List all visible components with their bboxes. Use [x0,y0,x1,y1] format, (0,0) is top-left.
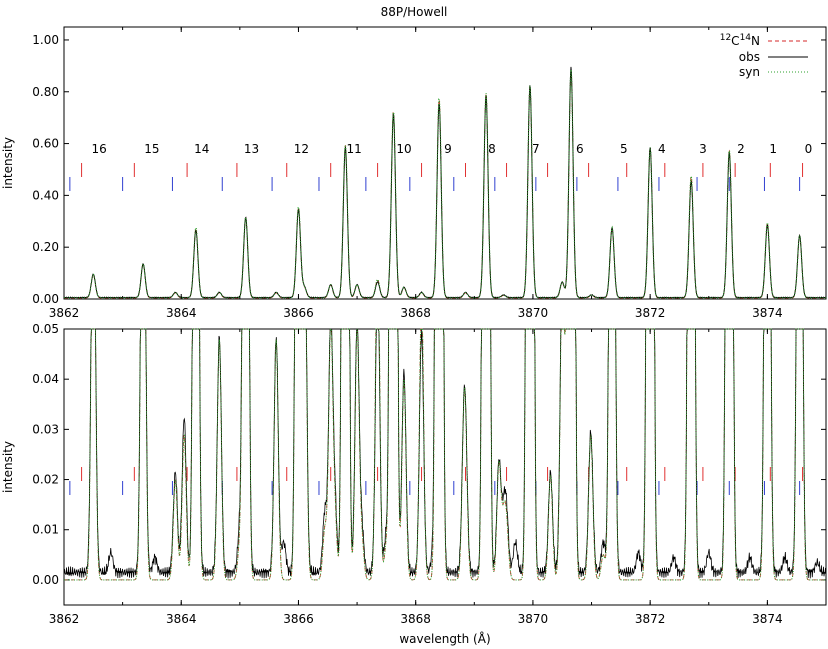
bottom-obs-line [63,328,827,579]
bottom-y-tick-label: 0.03 [32,422,59,436]
line-number-label: 4 [658,142,666,156]
bottom-y-tick-label: 0.05 [32,322,59,336]
top-x-tick-label: 3874 [752,306,783,320]
top-syn-overlay [64,69,826,299]
legend: 12C14N obs syn [720,33,808,79]
bottom-plot-frame [63,328,827,606]
bottom-y-tick-label: 0.00 [32,573,59,587]
top-y-tick-label: 0.00 [32,292,59,306]
bottom-series [63,328,827,581]
line-number-label: 1 [769,142,777,156]
top-line-markers [69,163,804,191]
bottom-y-tick-label: 0.01 [32,523,59,537]
bottom-x-tick-label: 3874 [752,612,783,626]
bottom-syn-line [64,328,826,581]
bottom-x-tick-label: 3870 [518,612,549,626]
line-number-label: 3 [699,142,707,156]
bottom-x-tick-label: 3868 [400,612,431,626]
line-number-label: 7 [532,142,540,156]
top-syn-line [64,69,826,299]
bottom-axis-ticks: 3862 3864 3866 3868 3870 3872 3874 0.00 0.01 0.02… [32,322,827,626]
top-plot-frame [63,26,827,300]
top-x-tick-label: 3866 [283,306,314,320]
line-number-label: 14 [194,142,209,156]
line-number-label: 9 [444,142,452,156]
top-axis-ticks: 3862 3864 3866 3868 3870 3872 38740.000.200.40… [32,27,827,320]
x-axis-label: wavelength (Å) [399,631,490,646]
chart-title: 88P/Howell [381,5,448,19]
top-y-axis-label: intensity [1,137,15,189]
bottom-x-tick-label: 3872 [635,612,666,626]
line-number-label: 6 [576,142,584,156]
bottom-y-tick-label: 0.02 [32,473,59,487]
top-y-tick-label: 0.40 [32,188,59,202]
bottom-y-tick-label: 0.04 [32,372,59,386]
top-y-tick-label: 0.80 [32,85,59,99]
line-number-label: 11 [347,142,362,156]
bottom-line-markers [69,467,804,495]
top-x-tick-label: 3870 [518,306,549,320]
line-number-label: 5 [620,142,628,156]
top-x-tick-label: 3872 [635,306,666,320]
bottom-x-tick-label: 3866 [283,612,314,626]
top-y-tick-label: 0.20 [32,240,59,254]
top-x-tick-label: 3864 [166,306,197,320]
line-number-label: 12 [294,142,309,156]
bottom-x-tick-label: 3864 [166,612,197,626]
top-x-tick-label: 3868 [400,306,431,320]
top-x-tick-label: 3862 [49,306,80,320]
top-obs-line [63,66,827,299]
line-number-label: 0 [805,142,813,156]
bottom-y-axis-label: intensity [1,441,15,493]
top-cn-line [64,70,826,299]
legend-entry-cn: 12C14N [720,33,760,48]
legend-entry-syn: syn [739,65,760,79]
top-line-numbers: 16 15 14 13 12 11 10 9 8 7 6 5 4 3 2 1 0 [92,142,813,156]
legend-entry-obs: obs [739,50,760,64]
top-series [63,66,827,299]
line-number-label: 13 [244,142,259,156]
line-number-label: 2 [737,142,745,156]
line-number-label: 16 [92,142,107,156]
top-y-tick-label: 0.60 [32,137,59,151]
line-number-label: 15 [144,142,159,156]
line-number-label: 8 [488,142,496,156]
bottom-x-tick-label: 3862 [49,612,80,626]
top-y-tick-label: 1.00 [32,33,59,47]
line-number-label: 10 [396,142,411,156]
